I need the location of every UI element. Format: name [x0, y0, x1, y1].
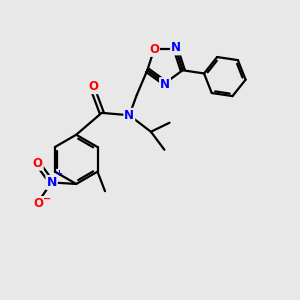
Text: N: N [171, 41, 181, 55]
Text: −: − [43, 194, 51, 204]
Text: O: O [34, 197, 44, 210]
Text: N: N [124, 109, 134, 122]
Text: O: O [149, 43, 159, 56]
Text: O: O [33, 157, 43, 170]
Text: N: N [46, 176, 57, 189]
Text: +: + [55, 169, 62, 178]
Text: O: O [88, 80, 98, 93]
Text: N: N [160, 78, 170, 91]
